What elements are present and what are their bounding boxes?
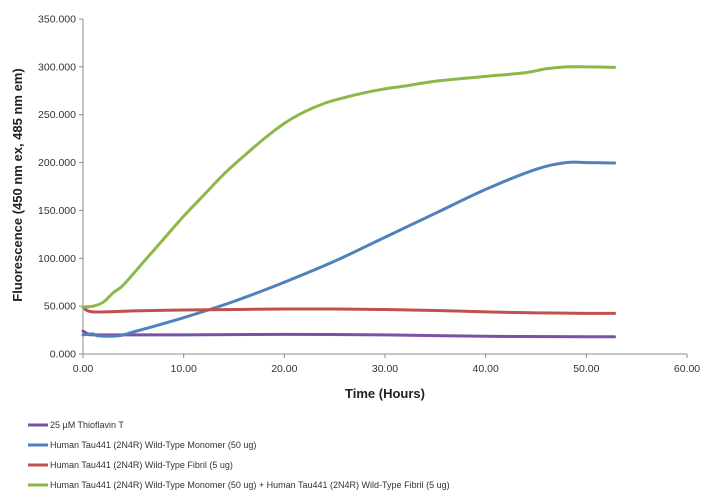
y-tick-label: 200.000 xyxy=(38,157,76,169)
x-axis-title: Time (Hours) xyxy=(345,386,425,401)
series-line-2 xyxy=(81,160,617,338)
legend: 25 µM Thioflavin T Human Tau441 (2N4R) Wi… xyxy=(28,420,450,490)
plot-area xyxy=(82,19,687,355)
legend-label: Human Tau441 (2N4R) Wild-Type Monomer (5… xyxy=(50,480,450,490)
x-tick-label: 40.00 xyxy=(473,363,499,375)
series-layer xyxy=(81,65,617,339)
legend-label: 25 µM Thioflavin T xyxy=(50,420,124,430)
legend-item: Human Tau441 (2N4R) Wild-Type Monomer (5… xyxy=(28,480,450,490)
legend-item: 25 µM Thioflavin T xyxy=(28,420,124,430)
series-line-4 xyxy=(81,65,617,309)
legend-label: Human Tau441 (2N4R) Wild-Type Fibril (5 … xyxy=(50,460,233,470)
y-tick-label: 250.000 xyxy=(38,109,76,121)
y-tick-label: 300.000 xyxy=(38,61,76,73)
legend-item: Human Tau441 (2N4R) Wild-Type Monomer (5… xyxy=(28,440,256,450)
x-tick-label: 60.00 xyxy=(674,363,700,375)
y-tick-label: 350.000 xyxy=(38,14,76,26)
legend-item: Human Tau441 (2N4R) Wild-Type Fibril (5 … xyxy=(28,460,233,470)
y-tick-label: 150.000 xyxy=(38,205,76,217)
y-axis-ticks: 0.000 50.000 100.000 150.000 200.000 250.000 3… xyxy=(38,14,83,361)
x-axis-ticks: 0.00 10.00 20.00 30.00 40.00 50.00 60.00 xyxy=(73,354,700,375)
series-line-1 xyxy=(81,329,617,339)
x-tick-label: 10.00 xyxy=(171,363,197,375)
x-tick-label: 30.00 xyxy=(372,363,398,375)
y-tick-label: 0.000 xyxy=(50,349,76,361)
y-axis-title: Fluorescence (450 nm ex, 485 nm em) xyxy=(10,68,25,301)
x-tick-label: 0.00 xyxy=(73,363,94,375)
x-tick-label: 20.00 xyxy=(271,363,297,375)
y-tick-label: 100.000 xyxy=(38,253,76,265)
y-tick-label: 50.000 xyxy=(44,301,76,313)
x-tick-label: 50.00 xyxy=(573,363,599,375)
legend-label: Human Tau441 (2N4R) Wild-Type Monomer (5… xyxy=(50,440,256,450)
series-line-3 xyxy=(81,305,617,315)
